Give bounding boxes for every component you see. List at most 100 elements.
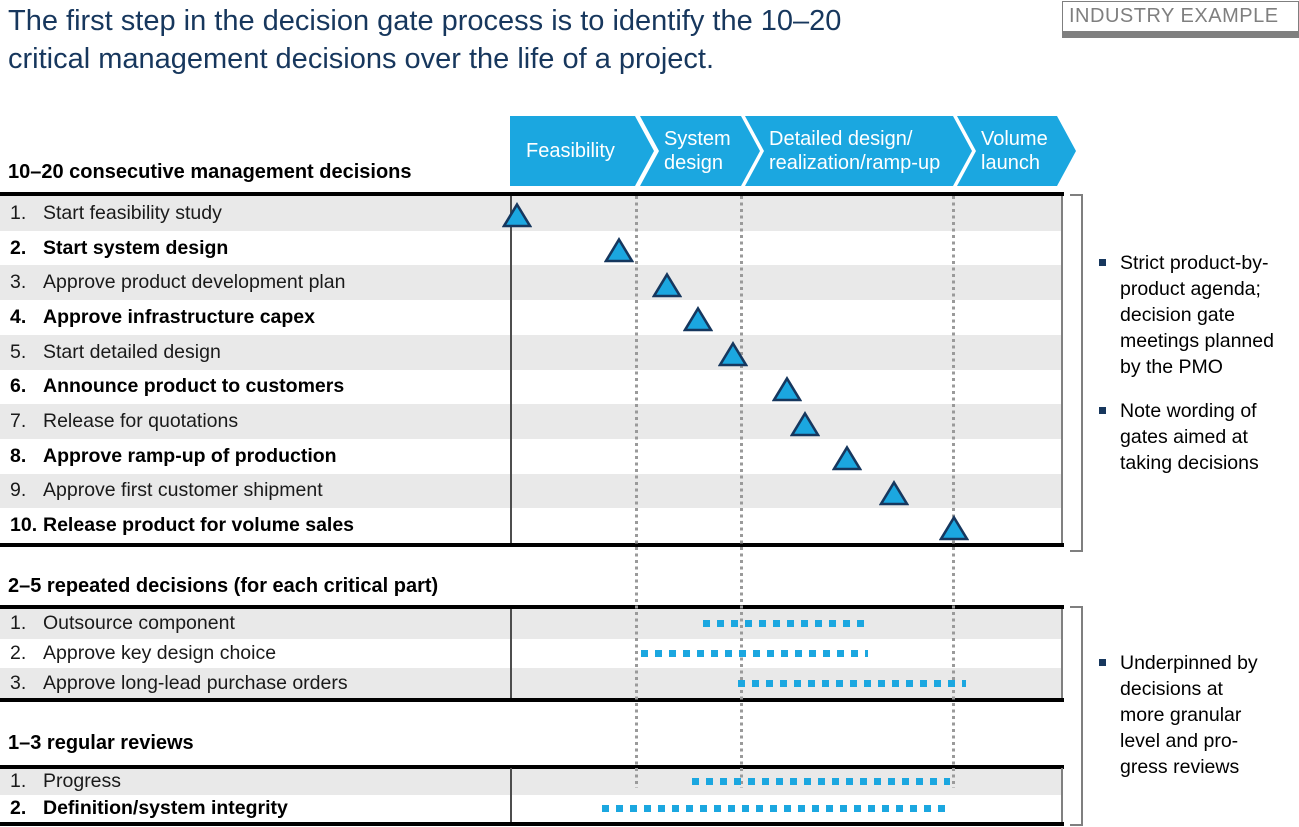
- consecutive-decisions-top-line: [0, 192, 1064, 196]
- regular-reviews-top-line: [0, 765, 1064, 769]
- row-label: Release product for volume sales: [43, 514, 355, 537]
- row-number: 2.: [10, 642, 27, 664]
- row-label: Approve ramp-up of production: [43, 444, 337, 467]
- decision-row: 2. Start system design: [0, 230, 1063, 266]
- regular-reviews-header: 1–3 regular reviews: [8, 732, 194, 754]
- page-title: The first step in the decision gate proc…: [8, 5, 842, 75]
- milestone-triangle: [938, 514, 970, 546]
- decision-row: 1. Start feasibility study: [0, 196, 1063, 231]
- triangle-marker-icon: [878, 479, 910, 506]
- bullet-text: Note wording of gates aimed at taking de…: [1120, 400, 1259, 474]
- sidebar-bracket-1: [1070, 194, 1083, 552]
- phase-chevron-volume-launch: Volume launch: [957, 116, 1076, 186]
- regular-reviews-rows: 1. Progress 2. Definition/system integrity: [0, 768, 1063, 822]
- bullet-square-icon: [1099, 259, 1106, 266]
- industry-example-underline: [1062, 31, 1299, 38]
- milestone-triangle: [789, 410, 821, 442]
- repeated-decision-dashes: [602, 805, 948, 812]
- row-number: 1.: [10, 770, 27, 792]
- triangle-marker-icon: [682, 306, 714, 332]
- milestone-triangle: [717, 341, 749, 372]
- triangle-marker-icon: [603, 237, 635, 263]
- timeline-axis-left: [510, 768, 512, 822]
- regular-reviews-bottom-line: [0, 822, 1064, 826]
- milestone-triangle: [878, 479, 910, 511]
- row-label: Approve product development plan: [43, 271, 346, 294]
- repeated-decisions-rows: 1. Outsource component 2. Approve key desig…: [0, 609, 1063, 699]
- milestone-triangle: [771, 375, 803, 407]
- phase-gridline-2: [740, 196, 743, 788]
- row-label: Outsource component: [43, 612, 235, 635]
- milestone-triangle: [501, 202, 533, 233]
- industry-example-label: INDUSTRY EXAMPLE: [1062, 1, 1299, 31]
- milestone-triangle: [682, 306, 714, 337]
- consecutive-decisions-bottom-line: [0, 543, 1064, 547]
- sidebar-bullet-group-1: Strict product-by-product agenda; decisi…: [1099, 250, 1291, 494]
- row-label: Approve key design choice: [43, 642, 277, 664]
- triangle-marker-icon: [651, 271, 683, 298]
- timeline-axis-right: [1061, 196, 1063, 543]
- repeated-decision-dashes: [692, 778, 950, 785]
- row-label: Progress: [43, 770, 122, 792]
- row-number: 3.: [10, 671, 27, 694]
- bullet-text: Underpinned by decisions at more granula…: [1120, 652, 1258, 778]
- industry-example-tag: INDUSTRY EXAMPLE: [1062, 1, 1299, 38]
- decision-row: 10. Release product for volume sales: [0, 508, 1063, 544]
- row-label: Approve first customer shipment: [43, 479, 323, 502]
- milestone-triangle: [603, 237, 635, 268]
- phase-chevron-system-design: System design: [640, 116, 760, 186]
- phase-gridline-3: [952, 196, 955, 788]
- bullet-square-icon: [1099, 407, 1106, 414]
- row-number: 3.: [10, 271, 27, 294]
- repeated-decision-dashes: [738, 679, 966, 687]
- repeated-decision-dashes: [641, 650, 868, 657]
- triangle-marker-icon: [717, 341, 749, 367]
- timeline-axis-right: [1061, 609, 1063, 698]
- timeline-axis-left: [510, 609, 512, 698]
- row-label: Approve long-lead purchase orders: [43, 671, 348, 694]
- row-number: 1.: [10, 201, 27, 224]
- timeline-axis-left: [510, 196, 512, 543]
- decision-row: 1. Outsource component: [0, 609, 1063, 639]
- triangle-marker-icon: [938, 514, 970, 540]
- row-label: Approve infrastructure capex: [43, 305, 316, 328]
- row-number: 4.: [10, 305, 27, 328]
- row-number: 6.: [10, 375, 27, 398]
- decision-row: 3. Approve product development plan: [0, 265, 1063, 301]
- row-label: Start detailed design: [43, 340, 221, 363]
- row-number: 2.: [10, 797, 27, 819]
- phase-chevron-feasibility: Feasibility: [510, 116, 654, 186]
- repeated-decisions-top-line: [0, 605, 1064, 609]
- decision-row: 7. Release for quotations: [0, 404, 1063, 439]
- row-number: 1.: [10, 612, 27, 635]
- sidebar-bullet: Note wording of gates aimed at taking de…: [1099, 398, 1291, 476]
- bullet-square-icon: [1099, 659, 1106, 666]
- milestone-triangle: [831, 445, 863, 476]
- row-label: Start system design: [43, 236, 229, 259]
- row-label: Release for quotations: [43, 410, 239, 433]
- repeated-decisions-bottom-line: [0, 698, 1064, 702]
- sidebar-bullet: Underpinned by decisions at more granula…: [1099, 650, 1275, 780]
- sidebar-bullet-group-2: Underpinned by decisions at more granula…: [1099, 650, 1275, 798]
- row-label: Definition/system integrity: [43, 797, 288, 819]
- row-number: 5.: [10, 340, 27, 363]
- sidebar-bracket-2: [1070, 606, 1083, 826]
- triangle-marker-icon: [771, 375, 803, 402]
- row-number: 9.: [10, 479, 27, 502]
- timeline-axis-right: [1061, 768, 1063, 822]
- row-label: Announce product to customers: [43, 375, 345, 398]
- milestone-triangle: [651, 271, 683, 303]
- phase-chevron-detailed-design: Detailed design/ realization/ramp-up: [745, 116, 972, 186]
- phase-gridline-1: [635, 196, 638, 788]
- row-number: 10.: [10, 514, 38, 537]
- repeated-decision-dashes: [703, 620, 868, 628]
- repeated-decisions-header: 2–5 repeated decisions (for each critica…: [8, 575, 439, 597]
- bullet-text: Strict product-by-product agenda; decisi…: [1120, 252, 1274, 378]
- row-number: 8.: [10, 444, 27, 467]
- decision-row: 2. Approve key design choice: [0, 638, 1063, 669]
- decision-row: 4. Approve infrastructure capex: [0, 300, 1063, 335]
- decision-row: 6. Announce product to customers: [0, 369, 1063, 405]
- consecutive-decisions-header: 10–20 consecutive management decisions: [8, 161, 412, 183]
- row-label: Start feasibility study: [43, 201, 222, 224]
- triangle-marker-icon: [789, 410, 821, 436]
